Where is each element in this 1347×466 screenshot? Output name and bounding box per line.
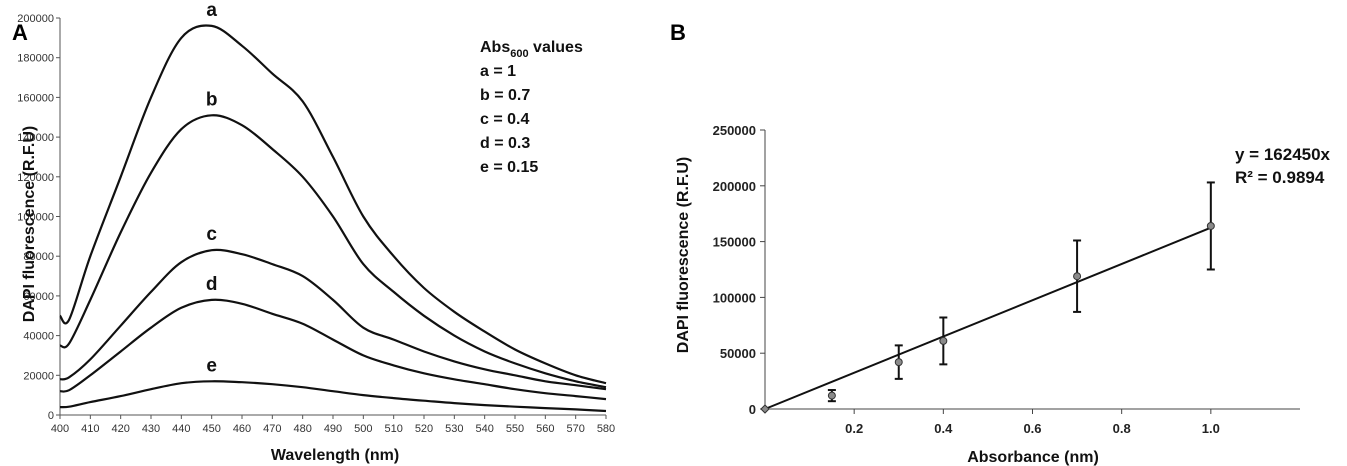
legend-title: Abs600 values	[480, 39, 583, 60]
data-point	[939, 336, 948, 345]
panel-a-y-tick-label: 160000	[17, 92, 54, 104]
curve-a	[59, 24, 607, 385]
panel-a-x-tick-label: 540	[475, 423, 493, 435]
panel-a-y-tick-label: 20000	[23, 370, 54, 382]
panel-a-x-tick-label: 420	[111, 423, 129, 435]
curve-label-c: c	[206, 224, 217, 245]
panel-a-x-tick-label: 400	[51, 423, 69, 435]
trendline	[764, 226, 1212, 410]
legend-entry: e = 0.15	[480, 159, 538, 176]
panel-a-curve-labels: a b c d e	[206, 0, 218, 376]
panel-b-trendline	[764, 226, 1212, 410]
panel-b-y-tick-label: 150000	[713, 235, 756, 250]
panel-a-y-tick-label: 180000	[17, 53, 54, 65]
panel-a: A 0 20000 40000 60000 80000 100000 120000 14000…	[12, 0, 615, 464]
panel-a-legend: Abs600 values a = 1 b = 0.7 c = 0.4 d = 0.3…	[480, 39, 583, 176]
panel-a-x-tick-label: 520	[415, 423, 433, 435]
panel-a-ylabel: DAPI fluorescence (R.F.U)	[21, 126, 38, 322]
panel-a-curves	[59, 24, 607, 413]
panel-a-x-tick-label: 580	[597, 423, 615, 435]
panel-b-x-tick-label: 0.4	[934, 421, 953, 436]
curve-c	[59, 248, 607, 391]
panel-a-x-tick-label: 570	[566, 423, 584, 435]
panel-a-x-tick-label: 470	[263, 423, 281, 435]
panel-b-ylabel: DAPI fluorescence (R.F.U)	[675, 157, 692, 353]
panel-a-y-tick-label: 60000	[23, 291, 54, 303]
panel-b-x-tick-label: 0.6	[1023, 421, 1041, 436]
curve-b	[59, 114, 607, 389]
panel-a-x-tick-label: 550	[506, 423, 524, 435]
panel-a-x-tick-label: 490	[324, 423, 342, 435]
panel-b-letter: B	[670, 20, 686, 45]
panel-a-y-tick-label: 140000	[17, 132, 54, 144]
curve-label-a: a	[206, 0, 217, 21]
origin-point	[760, 404, 770, 414]
panel-a-y-tick-label: 100000	[17, 212, 54, 224]
panel-b-x-tick-label: 1.0	[1202, 421, 1220, 436]
legend-entry: a = 1	[480, 63, 516, 80]
panel-b-y-tick-label: 250000	[713, 123, 756, 138]
panel-a-y-tick-label: 120000	[17, 172, 54, 184]
panel-a-x-tick-label: 440	[172, 423, 190, 435]
data-point	[827, 391, 836, 400]
panel-a-axes: 0 20000 40000 60000 80000 100000 120000 140000 1…	[17, 13, 615, 435]
panel-a-x-tick-label: 410	[81, 423, 99, 435]
panel-b-x-tick-label: 0.8	[1113, 421, 1131, 436]
curve-label-d: d	[206, 274, 218, 295]
curve-e	[59, 380, 607, 413]
panel-a-y-tick-label: 0	[48, 410, 54, 422]
panel-b-y-tick-label: 50000	[720, 346, 756, 361]
panel-a-x-tick-label: 510	[384, 423, 402, 435]
panel-b-y-tick-label: 200000	[713, 179, 756, 194]
legend-entry: b = 0.7	[480, 87, 530, 104]
data-point	[1073, 272, 1082, 281]
panel-a-y-tick-label: 40000	[23, 331, 54, 343]
panel-a-x-tick-label: 480	[293, 423, 311, 435]
panel-a-y-tick-label: 80000	[23, 251, 54, 263]
panel-b-x-tick-label: 0.2	[845, 421, 863, 436]
curve-d	[59, 298, 607, 401]
curve-label-e: e	[206, 355, 217, 376]
panel-a-x-tick-label: 530	[445, 423, 463, 435]
panel-a-x-tick-label: 500	[354, 423, 372, 435]
panel-b-points	[760, 181, 1215, 414]
data-point	[894, 358, 903, 367]
legend-entry: d = 0.3	[480, 135, 530, 152]
data-point	[1206, 221, 1215, 230]
r-squared-value: R² = 0.9894	[1235, 168, 1325, 187]
panel-b-y-tick-label: 100000	[713, 290, 756, 305]
trendline-equation: y = 162450x	[1235, 145, 1331, 164]
panel-a-x-tick-label: 460	[233, 423, 251, 435]
panel-a-xlabel: Wavelength (nm)	[271, 447, 399, 464]
legend-entry: c = 0.4	[480, 111, 529, 128]
panel-a-x-tick-label: 450	[202, 423, 220, 435]
panel-b: B 0 50000 100000 150000 200000 250000 0.2 0.4 0.…	[670, 20, 1331, 466]
panel-b-axes: 0 50000 100000 150000 200000 250000 0.2 0.4 0.6 0…	[713, 123, 1300, 436]
panel-b-xlabel: Absorbance (nm)	[967, 449, 1099, 466]
curve-label-b: b	[206, 89, 218, 110]
panel-a-x-tick-label: 430	[142, 423, 160, 435]
panel-a-letter: A	[12, 20, 28, 45]
panel-a-x-tick-label: 560	[536, 423, 554, 435]
panel-b-y-tick-label: 0	[749, 402, 756, 417]
panel-a-y-tick-label: 200000	[17, 13, 54, 25]
